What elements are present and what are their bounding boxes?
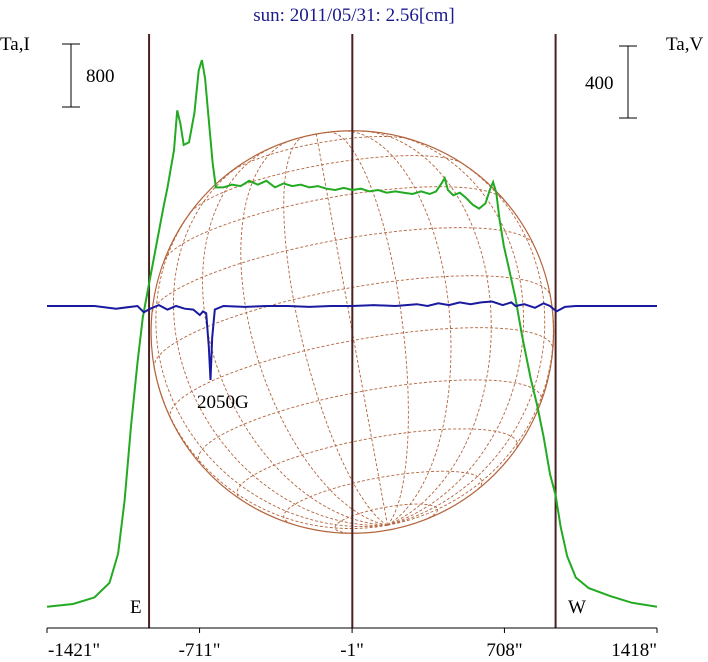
parallel-line [153, 275, 551, 369]
meridian-line [342, 130, 452, 526]
parallel-line [197, 379, 542, 464]
x-tick-label: 708" [486, 640, 522, 661]
meridian-line [283, 136, 388, 526]
parallel-line [169, 327, 554, 420]
y-axis-label-right: Ta,V [666, 34, 703, 55]
parallel-line [334, 503, 439, 534]
east-label: E [130, 597, 142, 618]
meridian-line [240, 139, 388, 526]
scale-label-right: 400 [585, 73, 614, 94]
parallel-line [163, 186, 504, 261]
source-annotation: 2050G [197, 392, 249, 413]
series-line-polarization [47, 300, 657, 381]
meridian-line [155, 203, 388, 528]
parallel-line [288, 130, 345, 142]
x-tick-label: -711" [179, 640, 221, 661]
west-label: W [568, 597, 586, 618]
chart-title: sun: 2011/05/31: 2.56[cm] [253, 5, 454, 26]
scale-bar-left [62, 43, 80, 108]
parallel-line [283, 470, 483, 525]
meridian-line [387, 135, 524, 526]
meridian-line [315, 134, 388, 526]
meridian-line [172, 163, 388, 526]
x-tick-label: 1418" [611, 640, 657, 661]
parallel-line [236, 428, 518, 501]
parallel-line [151, 227, 533, 313]
meridian-line [329, 131, 409, 526]
meridian-line [387, 295, 554, 526]
solar-disk-grid [150, 130, 555, 534]
parallel-line [190, 155, 462, 213]
series-line-intensity [46, 59, 658, 608]
x-tick-label: -1421" [48, 640, 100, 661]
scale-label-left: 800 [86, 66, 115, 87]
x-axis-ticks: -1421" -711" -1" 708" 1418" [46, 628, 658, 661]
scale-bar-right [619, 45, 637, 119]
meridian-line [202, 146, 388, 526]
meridian-line [387, 157, 546, 526]
x-tick-label: -1" [340, 640, 364, 661]
y-axis-label-left: Ta,I [0, 34, 30, 55]
